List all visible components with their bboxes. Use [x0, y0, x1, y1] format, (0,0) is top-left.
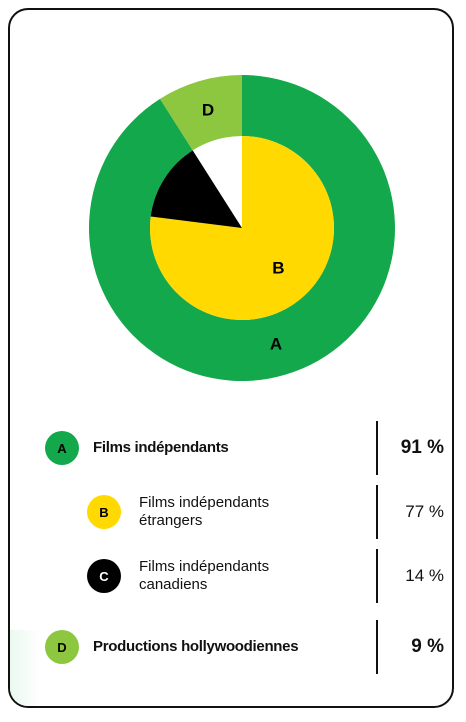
legend-marker: C [87, 559, 121, 593]
legend-value: 91 % [400, 437, 444, 458]
legend-label: Films indépendants [93, 439, 229, 456]
slice-label: D [202, 100, 214, 119]
legend-value: 77 % [405, 502, 444, 521]
legend-marker: D [45, 630, 79, 664]
legend-row: C Films indépendants canadiens 14 % [0, 546, 466, 606]
slice-label: B [272, 259, 284, 278]
legend-value: 9 % [411, 636, 444, 657]
slice-label: C [189, 188, 201, 207]
legend-label: Films indépendants étrangers [139, 494, 270, 529]
legend-marker: A [45, 431, 79, 465]
legend-marker: B [87, 495, 121, 529]
legend-row: D Productions hollywoodiennes 9 % [0, 617, 466, 677]
legend-value: 14 % [405, 566, 444, 585]
divider [376, 549, 378, 603]
slice-label: A [270, 335, 282, 354]
legend-row: A Films indépendants 91 % [0, 418, 466, 478]
legend-row: B Films indépendants étrangers 77 % [0, 482, 466, 542]
divider [376, 620, 378, 674]
legend-label: Films indépendants canadiens [139, 558, 270, 593]
slice [150, 150, 242, 228]
divider [376, 485, 378, 539]
legend-label: Productions hollywoodiennes [93, 638, 299, 655]
nested-pie: A D B C [88, 75, 396, 381]
divider [376, 421, 378, 475]
decoration [10, 630, 40, 706]
